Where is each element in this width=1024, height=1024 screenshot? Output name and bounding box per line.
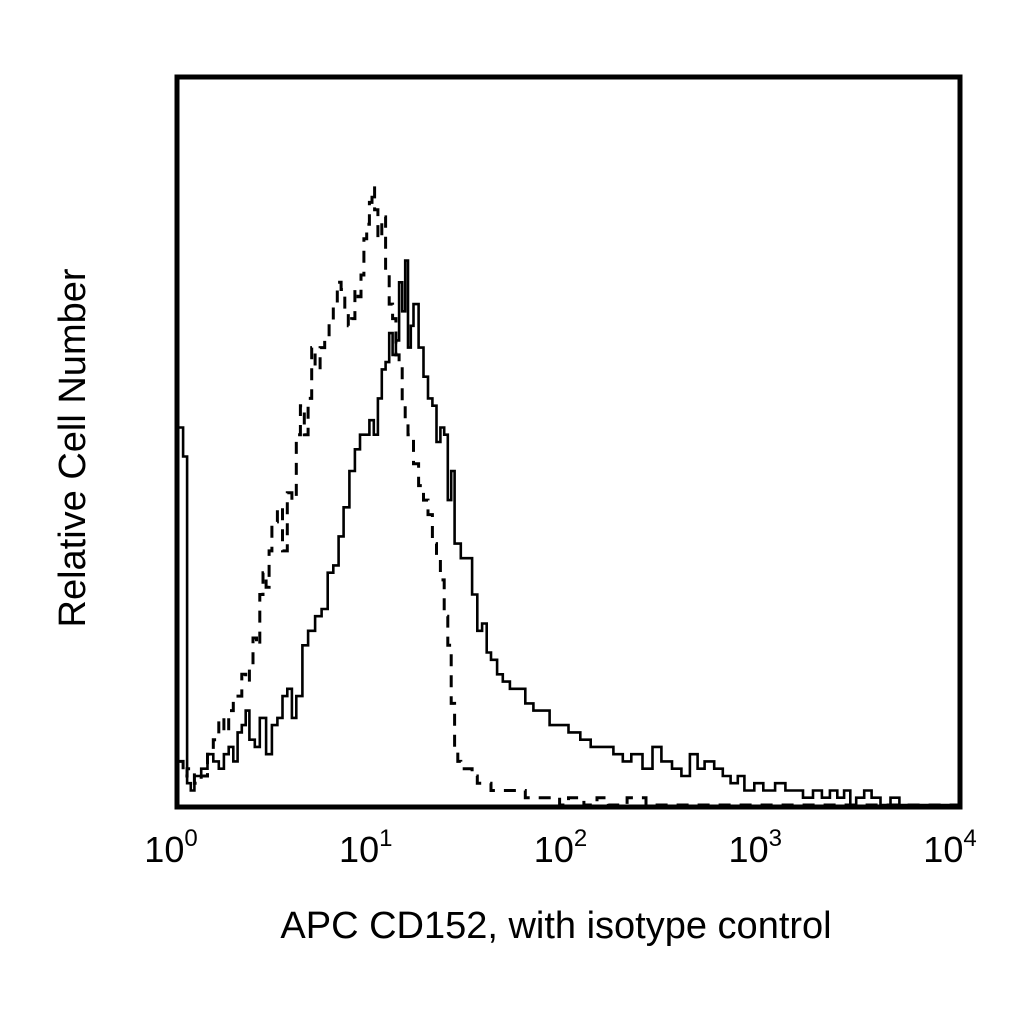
x-tick-base: 10 — [339, 829, 379, 870]
y-axis-label: Relative Cell Number — [52, 268, 94, 627]
x-tick-exponent: 2 — [574, 825, 587, 852]
x-tick-base: 10 — [729, 829, 769, 870]
x-tick-exponent: 4 — [963, 825, 976, 852]
plot-frame — [174, 74, 963, 810]
x-tick-labels: 100 101 102 103 104 — [144, 825, 976, 870]
series-layer — [179, 186, 958, 807]
x-axis-label: APC CD152, with isotype control — [280, 905, 831, 947]
x-tick-label: 102 — [534, 825, 587, 870]
x-tick-label: 100 — [144, 825, 197, 870]
x-tick-base: 10 — [534, 829, 574, 870]
isotype-control-histogram — [179, 186, 958, 807]
x-tick-exponent: 3 — [769, 825, 782, 852]
cd152-histogram — [179, 259, 958, 807]
x-tick-label: 101 — [339, 825, 392, 870]
x-tick-base: 10 — [144, 829, 184, 870]
x-tick-label: 104 — [923, 825, 976, 870]
x-tick-base: 10 — [923, 829, 963, 870]
x-tick-label: 103 — [729, 825, 782, 870]
x-tick-exponent: 0 — [184, 825, 197, 852]
x-tick-exponent: 1 — [379, 825, 392, 852]
